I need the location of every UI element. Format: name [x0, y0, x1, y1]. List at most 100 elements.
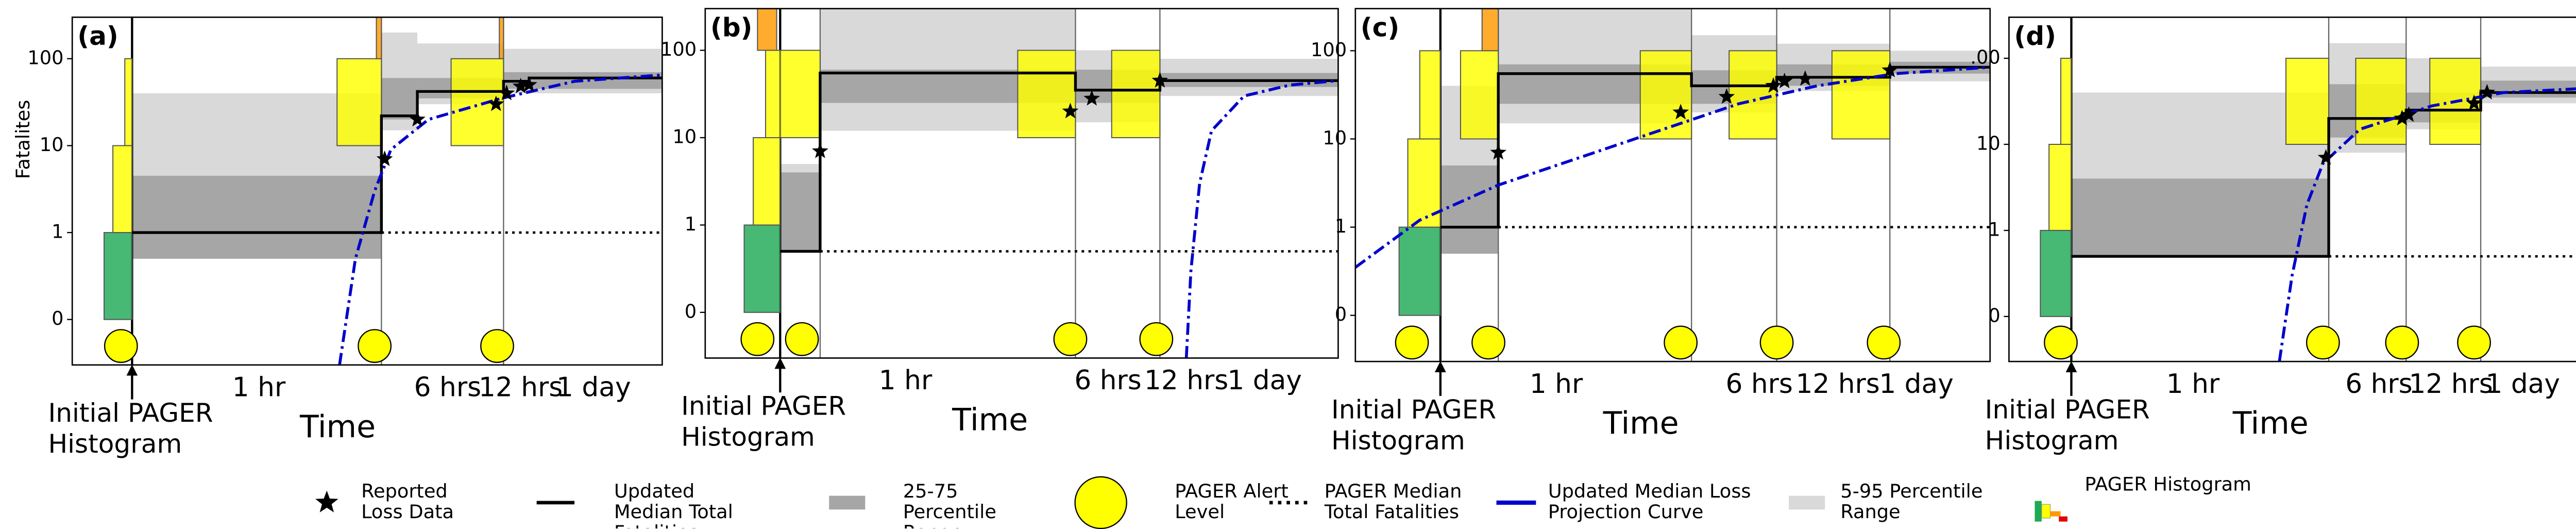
annotation-box: Initial PAGER Histogram — [48, 398, 213, 459]
reported-point — [487, 95, 504, 111]
reported-point — [409, 111, 426, 127]
legend-hist — [2035, 501, 2042, 522]
projection-curve — [1355, 65, 1990, 269]
alert-circle — [2044, 325, 2078, 360]
legend-label-box: 25-75 Percentile Range — [903, 482, 996, 528]
x-axis-title: Time — [2232, 405, 2309, 441]
histogram-box — [2048, 143, 2072, 231]
alert-circle — [2385, 325, 2419, 360]
x-tick-label: 1 hr — [232, 372, 286, 403]
annotation: Initial PAGER Histogram — [1331, 394, 1497, 456]
annotation: Initial PAGER Histogram — [681, 390, 846, 453]
reported-point — [1083, 90, 1100, 106]
reported-point — [2394, 110, 2411, 126]
alert-circle — [785, 322, 819, 356]
y-tick-label: 0 — [1988, 304, 2000, 326]
reported-point — [512, 77, 529, 94]
annotation-box: Initial PAGER Histogram — [1985, 394, 2150, 456]
plot-area — [2009, 17, 2576, 362]
alert-circle — [1759, 325, 1794, 360]
y-tick-label: 1 — [52, 221, 63, 243]
plot-area — [72, 17, 663, 365]
y-tick-label: 1 — [685, 213, 697, 235]
alert-circle — [358, 329, 392, 363]
reported-point — [1776, 73, 1793, 89]
annotation: Initial PAGER Histogram — [1985, 394, 2150, 456]
legend-hist — [2041, 504, 2051, 519]
plot-area — [1355, 8, 1990, 362]
legend-label-box: 5-95 Percentile Range — [1840, 482, 1982, 522]
legend-label: Reported Loss Data — [361, 482, 454, 523]
y-tick-label: 100 — [1311, 39, 1347, 61]
histogram-box — [753, 137, 781, 226]
alert-circle — [2306, 325, 2340, 360]
reported-point — [1151, 72, 1168, 88]
histogram-box — [1017, 49, 1076, 138]
panel-label: (d) — [2014, 21, 2056, 51]
percentile-band — [780, 172, 820, 252]
histogram-box — [2060, 58, 2072, 145]
alert-circle — [740, 322, 775, 356]
plot-frame — [704, 8, 1339, 359]
histogram-box — [1728, 50, 1777, 140]
y-tick-label: 10 — [1323, 127, 1347, 149]
reported-point — [1718, 88, 1735, 104]
reported-point — [1797, 70, 1814, 86]
legend-swatch — [1789, 495, 1825, 510]
x-axis-title: Time — [952, 402, 1028, 438]
y-tick-label: 10 — [672, 125, 697, 147]
y-tick-label: 10 — [40, 134, 64, 156]
histogram-box — [1111, 49, 1161, 138]
histogram-box — [336, 58, 382, 146]
histogram-box — [1831, 50, 1891, 140]
legend-label-box: PAGER Histogram — [2084, 475, 2251, 496]
histogram-box — [112, 145, 133, 234]
alert-circle — [1139, 322, 1174, 356]
x-tick-label: 12 hrs — [2409, 369, 2493, 400]
histogram-box — [124, 58, 133, 146]
y-tick-label: 100 — [660, 38, 697, 60]
projection-curve — [338, 73, 663, 365]
x-tick-label: 1 day — [1879, 369, 1954, 400]
x-tick-label: 1 hr — [2166, 369, 2220, 400]
x-tick-label: 1 day — [1227, 365, 1302, 396]
y-tick-label: 0 — [52, 307, 63, 329]
alert-circle — [1867, 325, 1901, 360]
legend-star — [315, 490, 338, 513]
histogram-box — [779, 49, 821, 138]
legend-label-box: Reported Loss Data — [361, 482, 454, 523]
histogram-box — [1398, 226, 1441, 316]
y-tick-label: 1 — [1335, 215, 1347, 237]
alert-circle — [480, 329, 514, 363]
legend-label: PAGER Histogram — [2084, 475, 2251, 496]
legend-label: Updated Median Loss Projection Curve — [1548, 482, 1751, 523]
alert-circle — [2457, 325, 2491, 360]
reported-point — [2317, 149, 2334, 165]
legend-label-box: Updated Median Loss Projection Curve — [1548, 482, 1751, 523]
projection-curve — [2278, 87, 2576, 362]
plot-frame — [2008, 16, 2576, 362]
histogram-box — [499, 17, 504, 59]
x-tick-label: 1 day — [2485, 369, 2560, 400]
legend-hist — [2059, 516, 2067, 522]
histogram-box — [765, 49, 781, 138]
x-tick-label: 1 hr — [1530, 369, 1583, 400]
legend-label: PAGER Alert Level — [1175, 482, 1289, 523]
percentile-band — [1440, 165, 1499, 254]
reported-point — [521, 76, 537, 92]
reported-point — [498, 85, 515, 101]
x-axis-title: Time — [1603, 405, 1679, 441]
x-tick-label: 1 hr — [879, 365, 933, 396]
reported-point — [376, 150, 393, 167]
alert-circle — [104, 329, 138, 363]
histogram-box — [2040, 229, 2072, 317]
x-tick-label: 6 hrs — [1074, 365, 1141, 396]
legend-label-box: PAGER Alert Level — [1175, 482, 1289, 523]
reported-point — [1882, 61, 1899, 77]
panel-label: (b) — [710, 12, 753, 42]
